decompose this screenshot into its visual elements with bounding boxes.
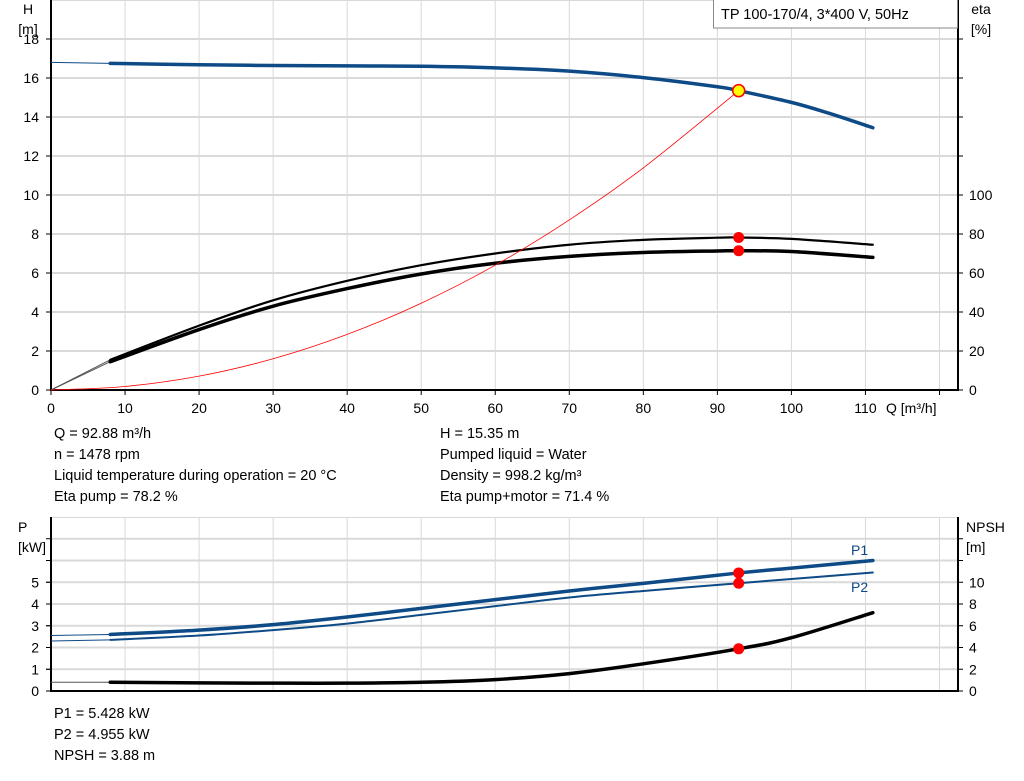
y2-axis-label: eta	[971, 1, 991, 17]
info-p2: P2 = 4.955 kW	[54, 727, 150, 743]
operating-point-npsh	[733, 643, 745, 655]
y-tick-label: 2	[31, 640, 39, 656]
y2-tick-label: 60	[969, 265, 985, 281]
series-line	[50, 90, 740, 391]
series-line-p2	[109, 571, 874, 641]
info-speed: n = 1478 rpm	[54, 447, 140, 463]
legend-box	[713, 0, 958, 29]
info-density: Density = 998.2 kg/m³	[440, 468, 582, 484]
series-line	[108, 61, 875, 130]
y2-tick-label: 6	[969, 618, 977, 634]
info-left: Q = 92.88 m³/h n = 1478 rpm Liquid tempe…	[54, 424, 337, 508]
y-tick-label: 8	[31, 226, 39, 242]
y-tick-label: 2	[31, 343, 39, 359]
series-line	[109, 236, 874, 361]
series-label-p2: P2	[851, 579, 868, 595]
info-p1: P1 = 5.428 kW	[54, 706, 150, 722]
x-tick-label: 0	[47, 400, 55, 416]
info-liquid: Pumped liquid = Water	[440, 447, 587, 463]
series-label-p1: P1	[851, 542, 868, 558]
y-tick-label: 5	[31, 574, 39, 590]
x-tick-label: 10	[117, 400, 133, 416]
y-axis-label: H	[23, 1, 33, 17]
y2-tick-label: 0	[969, 382, 977, 398]
info-flow: Q = 92.88 m³/h	[54, 426, 152, 442]
y-tick-label: 16	[23, 70, 39, 86]
y-tick-label: 3	[31, 618, 39, 634]
series-line-p1	[108, 558, 875, 637]
y2-tick-label: 10	[969, 574, 985, 590]
info-right: H = 15.35 m Pumped liquid = Water Densit…	[440, 424, 609, 508]
y2-tick-label: 8	[969, 596, 977, 612]
x-tick-label: 80	[636, 400, 652, 416]
y2-axis-label: [m]	[966, 539, 985, 555]
y2-tick-label: 20	[969, 343, 985, 359]
series-extension-line	[50, 61, 111, 64]
x-tick-label: 100	[780, 400, 804, 416]
x-tick-label: 90	[710, 400, 726, 416]
y-tick-label: 0	[31, 683, 39, 699]
info-eta-pump: Eta pump = 78.2 %	[54, 489, 178, 505]
y-tick-label: 1	[31, 661, 39, 677]
x-tick-label: 70	[561, 400, 577, 416]
y-tick-label: 18	[23, 31, 39, 47]
x-tick-label: 20	[191, 400, 207, 416]
operating-point-head	[731, 83, 746, 98]
series-extension-line	[50, 633, 111, 637]
series-extension-line	[50, 639, 111, 642]
y-tick-label: 0	[31, 382, 39, 398]
y-axis-label: [kW]	[18, 539, 46, 555]
x-tick-label: 60	[487, 400, 503, 416]
operating-point-p1	[733, 567, 745, 579]
y-tick-label: 6	[31, 265, 39, 281]
y2-tick-label: 2	[969, 661, 977, 677]
y2-tick-label: 4	[969, 640, 977, 656]
y2-axis-label: NPSH	[966, 519, 1005, 535]
y-tick-label: 12	[23, 148, 39, 164]
legend-text: TP 100-170/4, 3*400 V, 50Hz	[721, 7, 909, 23]
info-eta-pump-motor: Eta pump+motor = 71.4 %	[440, 489, 610, 505]
x-axis-label: Q [m³/h]	[886, 400, 937, 416]
y2-axis-label: [%]	[971, 21, 991, 37]
info-temperature: Liquid temperature during operation = 20…	[54, 468, 337, 484]
y2-tick-label: 80	[969, 226, 985, 242]
x-tick-label: 40	[339, 400, 355, 416]
y-axis-label: P	[18, 519, 27, 535]
series-extension-line	[50, 361, 111, 391]
y-tick-label: 14	[23, 109, 39, 125]
y-tick-label: 10	[23, 187, 39, 203]
info-bottom: P1 = 5.428 kW P2 = 4.955 kW NPSH = 3.88 …	[54, 704, 155, 767]
y2-tick-label: 40	[969, 304, 985, 320]
y-tick-label: 4	[31, 304, 39, 320]
operating-point-eta-pump-motor	[733, 245, 745, 257]
info-npsh: NPSH = 3.88 m	[54, 748, 156, 764]
operating-point-p2	[733, 577, 745, 589]
y-axis-label: [m]	[18, 21, 37, 37]
x-tick-label: 110	[854, 400, 877, 416]
info-head: H = 15.35 m	[440, 426, 520, 442]
operating-point-eta-pump	[733, 232, 745, 244]
y2-tick-label: 0	[969, 683, 977, 699]
series-line	[108, 610, 875, 685]
y-tick-label: 4	[31, 596, 39, 612]
x-tick-label: 30	[265, 400, 281, 416]
x-tick-label: 50	[413, 400, 429, 416]
y2-tick-label: 100	[969, 187, 993, 203]
